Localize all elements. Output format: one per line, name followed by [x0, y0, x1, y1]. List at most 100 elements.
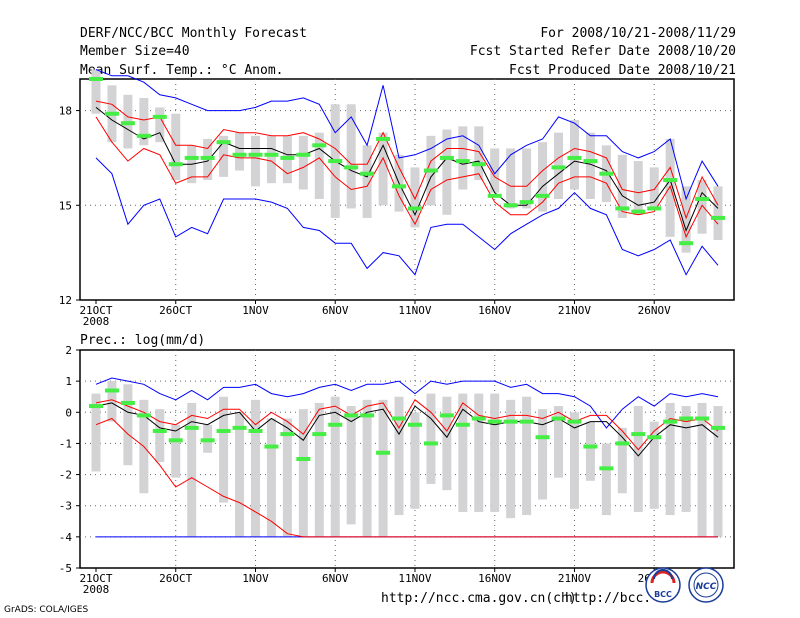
prec-xtick-label-4: 11NOV [398, 572, 431, 585]
temp-box-13 [298, 135, 308, 190]
prec-median-30 [567, 419, 582, 424]
prec-box-32 [601, 443, 611, 516]
prec-box-28 [538, 409, 548, 500]
prec-median-26 [503, 419, 518, 424]
prec-ytick-label-1: -4 [59, 531, 73, 544]
prec-median-34 [631, 432, 646, 437]
member-size-label: Member Size=40 [80, 44, 190, 59]
prec-median-8 [216, 428, 231, 433]
prec-median-25 [487, 419, 502, 424]
prec-median-5 [168, 438, 183, 443]
prec-ytick-label-5: 0 [65, 406, 72, 419]
prec-box-33 [617, 427, 627, 494]
prec-ci-lower-line [95, 417, 718, 538]
prec-box-6 [187, 402, 197, 537]
temp-box-20 [410, 167, 420, 228]
temp-median-2 [120, 121, 135, 126]
temp-median-13 [296, 152, 311, 157]
prec-median-39 [711, 425, 725, 430]
temp-frame [79, 78, 735, 301]
prec-ytick-label-4: -1 [59, 437, 72, 450]
prec-median-37 [679, 416, 694, 421]
prec-xtick-label-3: 6NOV [322, 572, 349, 585]
temp-ytick-label-1: 15 [59, 199, 72, 212]
temp-median-37 [679, 241, 694, 246]
prec-box-38 [697, 402, 707, 537]
temp-box-11 [266, 135, 276, 184]
prec-median-6 [184, 425, 199, 430]
temp-median-10 [248, 152, 263, 157]
prec-box-0 [91, 393, 101, 472]
temp-box-26 [506, 148, 516, 209]
temp-box-24 [474, 126, 484, 181]
temp-median-39 [711, 215, 725, 220]
temp-median-18 [376, 136, 391, 141]
temp-box-30 [569, 120, 579, 190]
temp-box-25 [490, 148, 500, 193]
temp-ci-upper-line [95, 100, 719, 220]
bcc-url-link[interactable]: http://bcc. [565, 591, 652, 606]
temp-box-37 [681, 186, 691, 253]
temp-median-30 [567, 155, 582, 160]
prec-ci-upper-line [95, 399, 719, 451]
prec-ytick-label-6: 1 [65, 375, 72, 388]
prec-xtick-label-6: 21NOV [558, 572, 591, 585]
prec-box-27 [522, 396, 532, 516]
prec-median-35 [647, 435, 662, 440]
temp-box-33 [617, 154, 627, 218]
temp-median-12 [280, 155, 295, 160]
prec-box-13 [298, 409, 308, 537]
ncc-url-link[interactable]: http://ncc.cma.gov.cn(ch) [381, 591, 577, 606]
temp-box-27 [522, 148, 532, 209]
prec-box-11 [266, 418, 276, 537]
bcc-logo-text: BCC [654, 590, 672, 599]
temp-box-35 [649, 167, 659, 209]
ncc-logo-icon: NCC [688, 567, 724, 603]
temp-median-25 [487, 193, 502, 198]
temp-median-14 [312, 143, 327, 148]
temp-box-8 [219, 135, 229, 177]
prec-box-29 [554, 406, 564, 478]
prec-year-label: 2008 [83, 583, 110, 596]
produced-date-label: Fcst Produced Date 2008/10/21 [509, 63, 736, 78]
prec-median-23 [455, 422, 470, 427]
temp-median-35 [647, 206, 662, 211]
prec-median-1 [104, 388, 119, 393]
prec-median-0 [89, 404, 103, 409]
temp-median-33 [615, 206, 630, 211]
temp-median-17 [360, 171, 375, 176]
temp-median-26 [503, 203, 518, 208]
prec-box-15 [330, 396, 340, 537]
temp-median-9 [232, 152, 247, 157]
prec-median-38 [695, 416, 710, 421]
temp-box-0 [91, 69, 101, 114]
temp-box-34 [633, 161, 643, 215]
temp-min-line [95, 157, 719, 276]
prec-median-4 [152, 428, 167, 433]
prec-box-14 [314, 402, 324, 537]
precip-panel-title: Prec.: log(mm/d) [80, 333, 206, 348]
temp-max-line [95, 69, 719, 201]
prec-box-31 [585, 421, 595, 481]
prec-median-2 [120, 400, 135, 405]
temp-box-14 [314, 132, 324, 199]
temp-median-24 [471, 162, 486, 167]
prec-mean-line [95, 402, 719, 457]
prec-box-9 [235, 412, 245, 537]
prec-xtick-label-0: 21OCT [79, 572, 112, 585]
temp-median-32 [599, 171, 614, 176]
variable-label: Mean Surf. Temp.: °C Anom. [80, 63, 284, 78]
temp-box-28 [538, 142, 548, 212]
prec-box-1 [107, 381, 117, 422]
temp-xtick-label-6: 21NOV [558, 304, 591, 317]
prec-max-line [95, 377, 719, 429]
temp-box-3 [139, 97, 149, 146]
prec-box-35 [649, 421, 659, 509]
prec-frame [79, 349, 735, 569]
temp-median-19 [392, 184, 407, 189]
prec-box-30 [569, 412, 579, 509]
temp-xtick-label-4: 11NOV [398, 304, 431, 317]
prec-median-32 [599, 466, 614, 471]
temp-median-20 [407, 206, 422, 211]
